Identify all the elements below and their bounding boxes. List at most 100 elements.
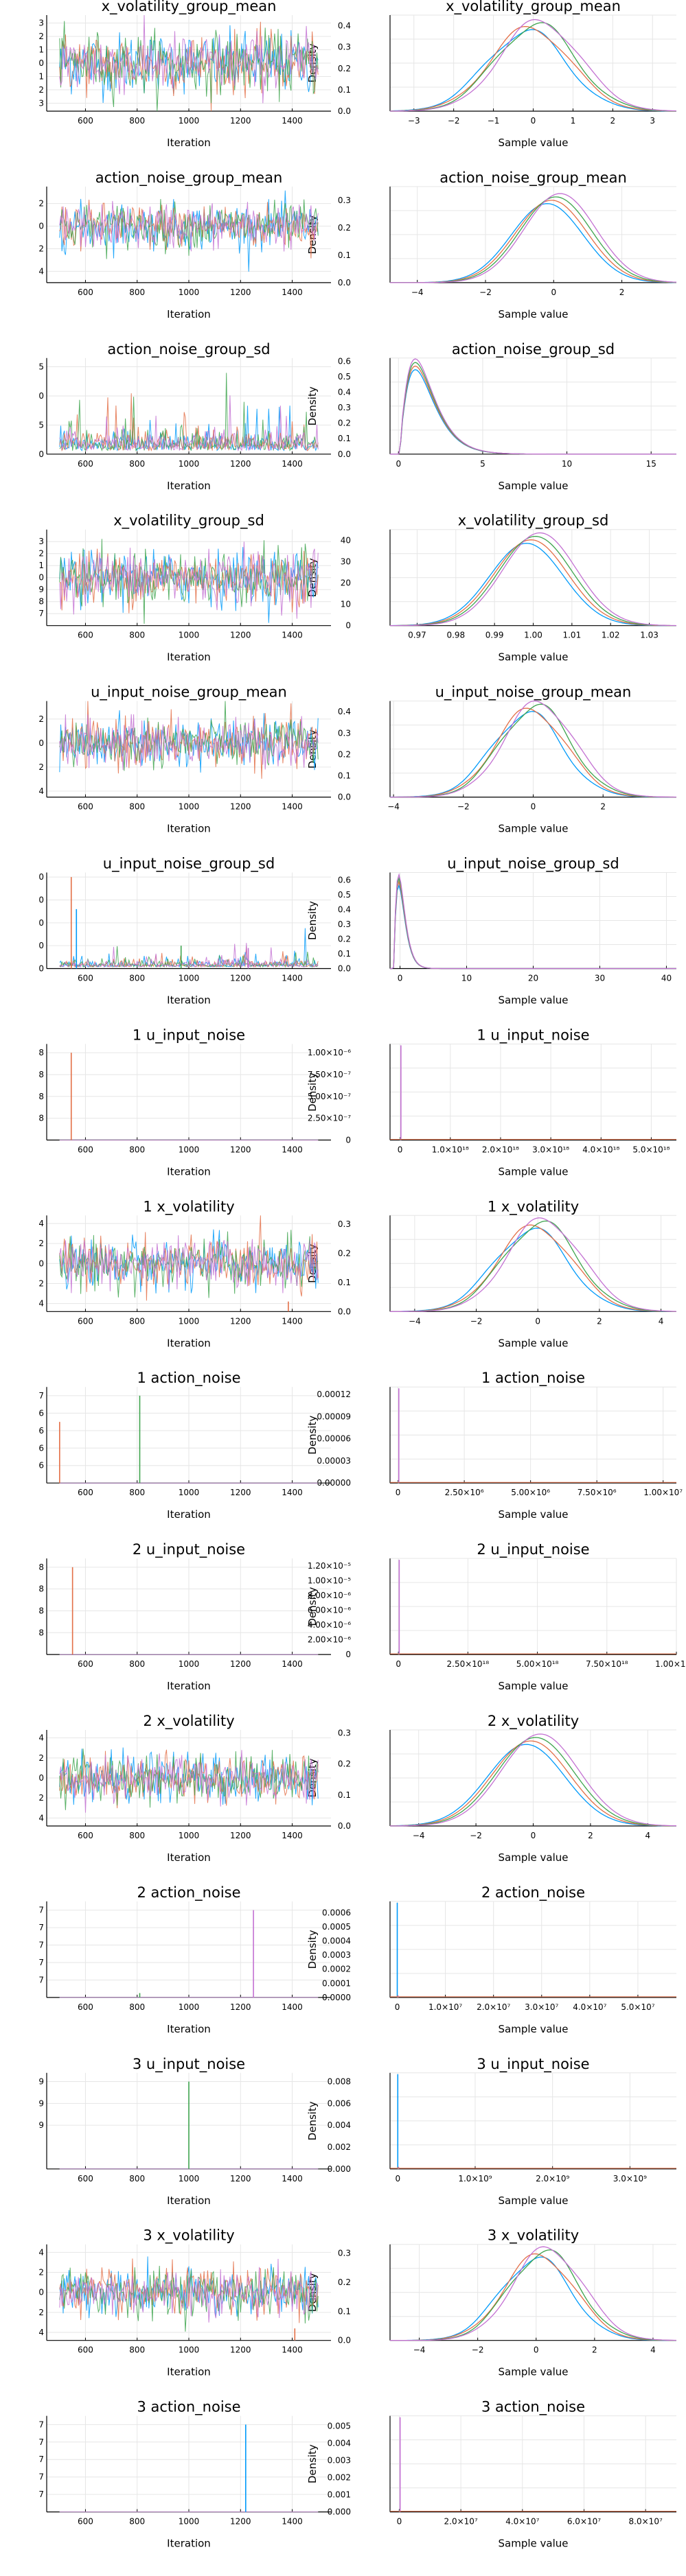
density-series-2 bbox=[390, 365, 676, 455]
x-tick-label: 1400 bbox=[282, 974, 303, 983]
x-tick-label: 0.97 bbox=[408, 631, 426, 640]
x-axis-label: Iteration bbox=[167, 480, 211, 492]
right-y-tick-label: 0.5 bbox=[338, 372, 351, 382]
x-axis-label: Iteration bbox=[167, 1165, 211, 1178]
x-tick-label: 1000 bbox=[179, 2517, 200, 2527]
density-title: 2 u_input_noise bbox=[477, 1541, 589, 1558]
y-tick-label: 4 bbox=[38, 786, 44, 796]
right-y-tick-label: 0.3 bbox=[338, 43, 351, 52]
x-axis-label: Sample value bbox=[499, 308, 569, 320]
x-tick-label: 600 bbox=[78, 2517, 93, 2527]
right-y-tick-label: 0.2 bbox=[338, 2278, 351, 2287]
trace-panel-14: 3 x_volatility 600 800 1000 1200 1400 4 2 0 2 4 0.3… bbox=[38, 2227, 351, 2378]
y-tick-label: 8 bbox=[38, 1048, 44, 1057]
trace-panel-12: 2 action_noise 600 800 1000 1200 1400 7 7 7 7 7 0.0… bbox=[38, 1884, 351, 2035]
right-y-axis-label: Density bbox=[306, 1416, 319, 1455]
density-series-4 bbox=[390, 358, 676, 455]
density-title: 1 x_volatility bbox=[488, 1198, 579, 1215]
x-tick-label: 0 bbox=[396, 1659, 401, 1669]
y-tick-label: 0 bbox=[38, 449, 44, 459]
trace-title: x_volatility_group_sd bbox=[113, 513, 264, 530]
trace-title: x_volatility_group_mean bbox=[102, 0, 277, 15]
y-tick-label: 2 bbox=[38, 762, 44, 772]
trace-title: 1 u_input_noise bbox=[133, 1027, 245, 1044]
panel-row-12: 2 action_noise 600 800 1000 1200 1400 7 7 7 7 7 0.0… bbox=[38, 1884, 676, 2035]
density-title: action_noise_group_sd bbox=[452, 341, 615, 358]
x-tick-label: 600 bbox=[78, 631, 93, 640]
right-y-tick-label: 0.0 bbox=[338, 1307, 351, 1316]
right-y-tick-label: 0.4 bbox=[338, 707, 351, 716]
x-tick-label: 800 bbox=[129, 459, 145, 469]
right-y-tick-label: 0.000 bbox=[328, 2507, 351, 2517]
trace-title: action_noise_group_sd bbox=[107, 341, 270, 358]
density-series-4 bbox=[390, 532, 677, 627]
x-tick-label: 1000 bbox=[179, 1831, 200, 1840]
y-tick-label: 1 bbox=[38, 45, 44, 55]
trace-series-2 bbox=[59, 701, 319, 779]
trace-series-4 bbox=[59, 200, 319, 252]
right-y-tick-label: 0.4 bbox=[338, 387, 351, 397]
x-tick-label: 2 bbox=[588, 1831, 593, 1840]
right-y-tick-label: 5.00×10⁻⁷ bbox=[308, 1092, 351, 1101]
trace-series-4 bbox=[59, 943, 319, 968]
x-tick-label: 3.0×10¹⁸ bbox=[532, 1145, 569, 1154]
trace-panel-8: 1 x_volatility 600 800 1000 1200 1400 4 2 0 2 4 0.3… bbox=[38, 1198, 351, 1349]
right-y-tick-label: 0.3 bbox=[338, 920, 351, 929]
y-tick-label: 0 bbox=[38, 738, 44, 748]
density-panel-10: 2 u_input_noise 0 2.50×10¹⁸ 5.00×10¹⁸ 7.50×1… bbox=[389, 1541, 686, 1692]
x-tick-label: 1400 bbox=[282, 288, 303, 297]
y-tick-label: 2 bbox=[38, 1278, 44, 1288]
density-series-3 bbox=[390, 2249, 676, 2341]
trace-title: 3 x_volatility bbox=[143, 2227, 234, 2245]
right-y-tick-label: 0.3 bbox=[338, 1729, 351, 1738]
x-tick-label: 7.50×10¹⁸ bbox=[586, 1659, 628, 1669]
x-tick-label: 0 bbox=[397, 2517, 402, 2527]
x-tick-label: 800 bbox=[129, 802, 145, 812]
x-tick-label: 5.00×10⁶ bbox=[511, 1488, 550, 1497]
x-tick-label: 1400 bbox=[282, 1831, 303, 1840]
x-tick-label: 15 bbox=[646, 459, 656, 469]
x-tick-label: 1.00×10¹⁹ bbox=[655, 1659, 686, 1669]
right-y-axis-label: Density bbox=[306, 1586, 319, 1626]
x-tick-label: 5.00×10¹⁸ bbox=[516, 1659, 559, 1669]
right-y-tick-label: 0.00000 bbox=[317, 1478, 351, 1488]
trace-series-4 bbox=[59, 2258, 319, 2323]
panel-row-2: action_noise_group_mean 600 800 1000 1200 140… bbox=[38, 169, 677, 320]
trace-panel-2: action_noise_group_mean 600 800 1000 1200 140… bbox=[38, 169, 351, 320]
x-tick-label: 1000 bbox=[179, 802, 200, 812]
x-axis-label: Sample value bbox=[499, 823, 569, 835]
x-tick-label: 800 bbox=[129, 1488, 145, 1497]
trace-series-4 bbox=[59, 714, 319, 771]
x-tick-label: −2 bbox=[470, 1831, 482, 1840]
x-tick-label: 600 bbox=[78, 1145, 93, 1154]
x-tick-label: 600 bbox=[78, 459, 93, 469]
x-tick-label: 2 bbox=[600, 802, 606, 812]
trace-series-3 bbox=[59, 946, 319, 968]
x-tick-label: 2.50×10⁶ bbox=[445, 1488, 484, 1497]
x-tick-label: 10 bbox=[461, 974, 472, 983]
trace-title: 3 action_noise bbox=[137, 2399, 240, 2416]
density-series-1 bbox=[390, 711, 676, 798]
right-y-tick-label: 0.2 bbox=[338, 934, 351, 944]
density-panel-15: 3 action_noise 0 2.0×10⁷ 4.0×10⁷ 6.0×10⁷ 8.0×… bbox=[389, 2399, 676, 2550]
density-title: x_volatility_group_mean bbox=[446, 0, 621, 15]
x-tick-label: 1000 bbox=[179, 2345, 200, 2355]
y-tick-label: 2 bbox=[38, 199, 44, 209]
density-series-1 bbox=[390, 29, 676, 112]
y-tick-label: 6 bbox=[38, 1443, 44, 1453]
x-tick-label: 30 bbox=[595, 974, 605, 983]
density-title: 2 action_noise bbox=[481, 1884, 585, 1901]
trace-series-1 bbox=[59, 25, 319, 104]
y-tick-label: 0 bbox=[38, 573, 44, 583]
x-tick-label: 1200 bbox=[230, 802, 251, 812]
y-tick-label: 4 bbox=[38, 2247, 44, 2257]
x-tick-label: 4.0×10⁷ bbox=[505, 2517, 539, 2527]
x-axis-label: Sample value bbox=[499, 137, 569, 149]
x-tick-label: 0 bbox=[396, 459, 401, 469]
density-panel-11: 2 x_volatility −4 −2 0 2 4 Sample value bbox=[389, 1713, 676, 1864]
right-y-tick-label: 0.000 bbox=[328, 2164, 351, 2174]
right-y-tick-label: 0.0003 bbox=[322, 1950, 351, 1960]
x-axis-label: Sample value bbox=[499, 1337, 569, 1349]
y-tick-label: 2 bbox=[38, 1793, 44, 1803]
